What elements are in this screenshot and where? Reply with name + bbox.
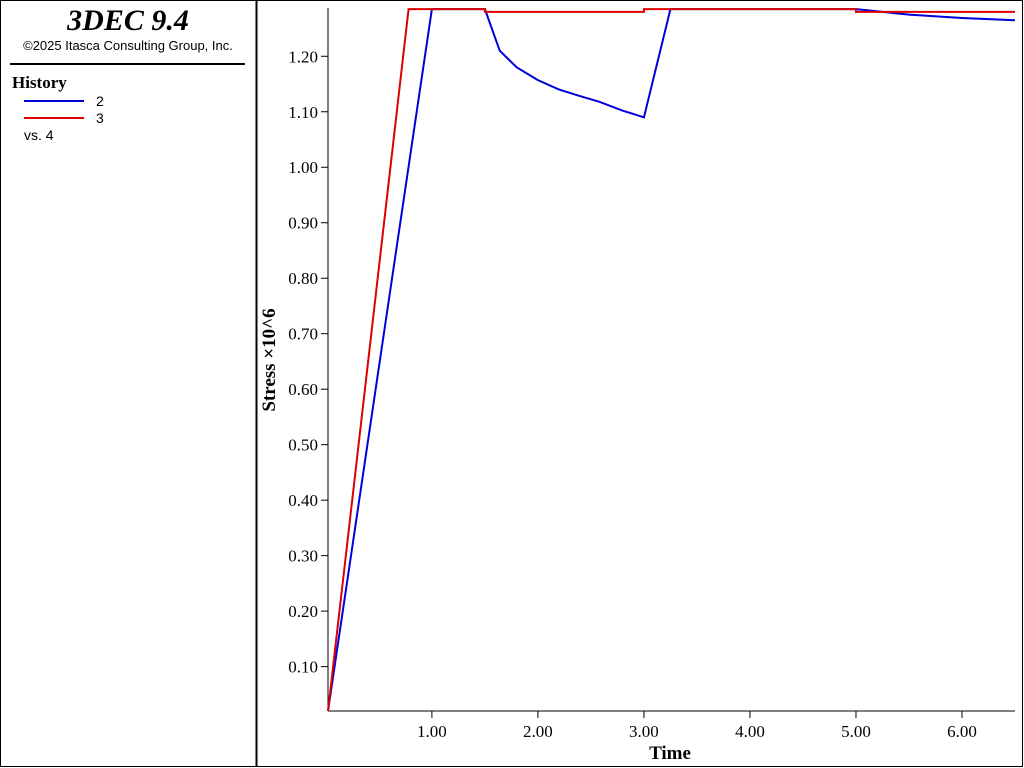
legend-title: History bbox=[12, 73, 67, 92]
y-tick-label: 0.70 bbox=[288, 325, 318, 344]
y-tick-label: 0.40 bbox=[288, 491, 318, 510]
y-tick-label: 0.10 bbox=[288, 658, 318, 677]
x-axis-title: Time bbox=[649, 743, 691, 764]
y-tick-label: 0.20 bbox=[288, 602, 318, 621]
copyright: ©2025 Itasca Consulting Group, Inc. bbox=[23, 38, 233, 53]
x-tick-label: 4.00 bbox=[735, 722, 765, 741]
y-tick-label: 1.00 bbox=[288, 158, 318, 177]
y-tick-label: 0.90 bbox=[288, 214, 318, 233]
legend-label: 3 bbox=[96, 110, 104, 126]
chart-title: 3DEC 9.4 bbox=[66, 4, 189, 37]
x-tick-label: 2.00 bbox=[523, 722, 553, 741]
y-tick-label: 0.50 bbox=[288, 436, 318, 455]
y-tick-label: 1.10 bbox=[288, 103, 318, 122]
y-tick-label: 1.20 bbox=[288, 47, 318, 66]
y-tick-label: 0.60 bbox=[288, 380, 318, 399]
x-tick-label: 3.00 bbox=[629, 722, 659, 741]
x-tick-label: 5.00 bbox=[841, 722, 871, 741]
series-line bbox=[327, 8, 1015, 712]
y-tick-label: 0.30 bbox=[288, 547, 318, 566]
y-tick-label: 0.80 bbox=[288, 269, 318, 288]
legend-label: 2 bbox=[96, 93, 104, 109]
x-series-label: vs. 4 bbox=[24, 127, 54, 143]
x-tick-label: 1.00 bbox=[417, 722, 447, 741]
y-axis-title: Stress ×10^6 bbox=[259, 308, 280, 411]
x-tick-label: 6.00 bbox=[947, 722, 977, 741]
